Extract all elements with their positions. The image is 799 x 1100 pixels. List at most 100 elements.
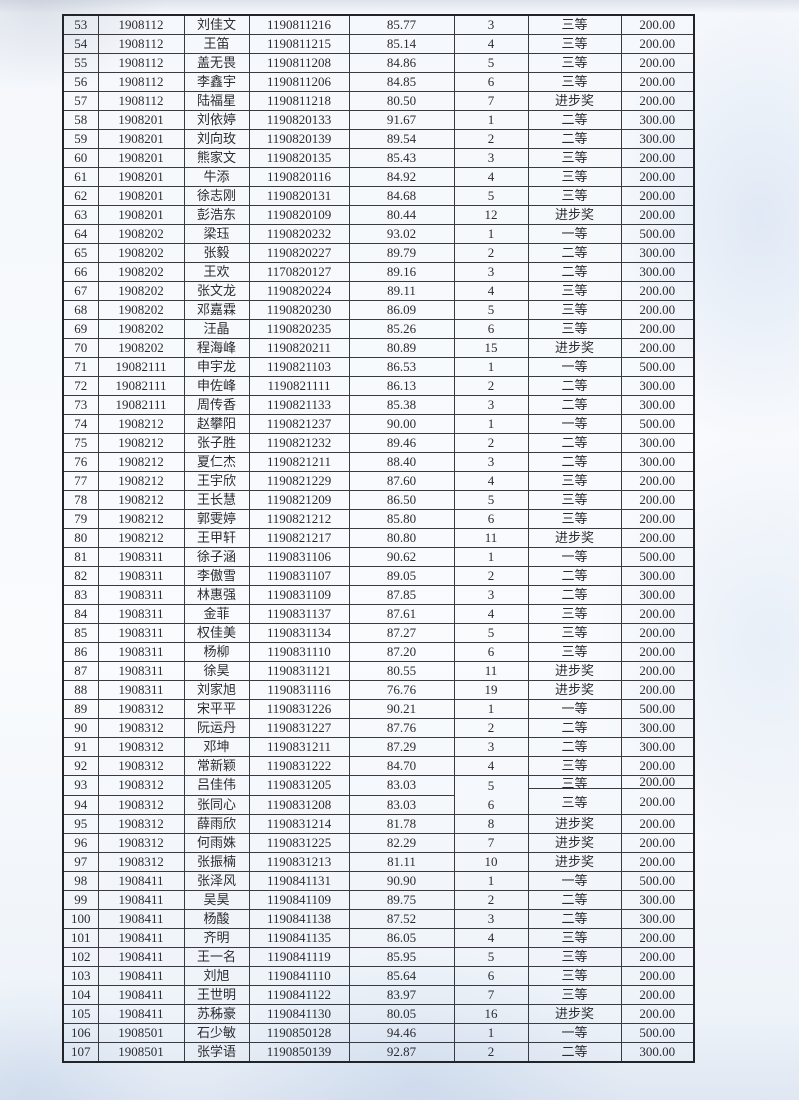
cell-award: 一等 bbox=[527, 357, 622, 377]
cell-amount: 200.00 bbox=[620, 167, 695, 187]
table-row: 107 1908501 张学语 1190850139 92.87 2 二等 300.00 bbox=[62, 1042, 695, 1063]
table-row: 74 1908212 赵攀阳 1190821237 90.00 1 一等 500.00 bbox=[62, 414, 695, 434]
cell-rank: 6 bbox=[453, 319, 529, 339]
award-results-table-body: 53 1908112 刘佳文 1190811216 85.77 3 三等 200.00 54 19… bbox=[62, 14, 695, 1063]
cell-class: 1908311 bbox=[97, 661, 185, 681]
cell-rank: 5 bbox=[487, 777, 495, 793]
table-row: 63 1908201 彭浩东 1190820109 80.44 12 进步奖 200.00 bbox=[62, 205, 695, 225]
cell-student-id: 1190821209 bbox=[248, 490, 350, 510]
cell-student-id: 1190821111 bbox=[248, 376, 350, 396]
table-row: 104 1908411 王世明 1190841122 83.97 7 三等 200.00 bbox=[62, 985, 695, 1005]
cell-score: 86.13 bbox=[348, 376, 455, 396]
cell-award: 二等 bbox=[527, 129, 622, 149]
cell-rank: 5 bbox=[453, 947, 529, 967]
cell-amount: 300.00 bbox=[620, 376, 695, 396]
cell-seq: 104 bbox=[62, 985, 99, 1005]
cell-award: 二等 bbox=[527, 110, 622, 130]
cell-student-id: 1190821103 bbox=[248, 357, 350, 377]
cell-student-id: 1190811216 bbox=[248, 14, 350, 35]
table-row: 65 1908202 张毅 1190820227 89.79 2 二等 300.00 bbox=[62, 243, 695, 263]
cell-score: 85.43 bbox=[348, 148, 455, 168]
cell-rank: 6 bbox=[453, 72, 529, 92]
table-row: 59 1908201 刘向玫 1190820139 89.54 2 二等 300.00 bbox=[62, 129, 695, 149]
table-row: 78 1908212 王长慧 1190821209 86.50 5 三等 200.00 bbox=[62, 490, 695, 510]
cell-rank: 2 bbox=[453, 376, 529, 396]
cell-score: 90.00 bbox=[348, 414, 455, 434]
cell-award: 进步奖 bbox=[527, 814, 622, 834]
table-row: 61 1908201 牛添 1190820116 84.92 4 三等 200.00 bbox=[62, 167, 695, 187]
cell-name: 彭浩东 bbox=[183, 205, 250, 225]
cell-student-id: 1190831208 bbox=[248, 794, 350, 815]
cell-amount: 200.00 bbox=[620, 642, 695, 662]
table-row: 72 19082111 申佐峰 1190821111 86.13 2 二等 300.00 bbox=[62, 376, 695, 396]
cell-amount: 200.00 bbox=[620, 528, 695, 548]
cell-student-id: 1190831110 bbox=[248, 642, 350, 662]
cell-student-id: 1190831213 bbox=[248, 852, 350, 872]
cell-student-id: 1190820224 bbox=[248, 281, 350, 301]
cell-score: 92.87 bbox=[348, 1042, 455, 1063]
cell-class: 1908112 bbox=[97, 53, 185, 73]
cell-class: 1908112 bbox=[97, 34, 185, 54]
cell-rank: 2 bbox=[453, 566, 529, 586]
cell-name: 刘佳文 bbox=[183, 14, 250, 35]
cell-rank: 4 bbox=[453, 604, 529, 624]
cell-amount: 300.00 bbox=[620, 585, 695, 605]
cell-name: 杨酸 bbox=[183, 909, 250, 929]
cell-amount: 200.00 bbox=[620, 509, 695, 529]
cell-seq: 103 bbox=[62, 966, 99, 986]
cell-seq: 67 bbox=[62, 281, 99, 301]
cell-award: 三等 bbox=[527, 300, 622, 320]
cell-amount: 500.00 bbox=[620, 871, 695, 891]
cell-class: 1908201 bbox=[97, 205, 185, 225]
table-row: 90 1908312 阮运丹 1190831227 87.76 2 二等 300.00 bbox=[62, 718, 695, 738]
cell-award: 三等 bbox=[527, 281, 622, 301]
table-row: 80 1908212 王甲轩 1190821217 80.80 11 进步奖 200.00 bbox=[62, 528, 695, 548]
cell-award: 二等 bbox=[527, 452, 622, 472]
cell-score: 80.55 bbox=[348, 661, 455, 681]
cell-amount: 200.00 200.00 bbox=[620, 775, 695, 815]
cell-seq: 66 bbox=[62, 262, 99, 282]
cell-class: 1908312 bbox=[97, 737, 185, 757]
cell-amount: 300.00 bbox=[620, 890, 695, 910]
cell-amount: 200.00 bbox=[620, 928, 695, 948]
cell-name: 王长慧 bbox=[183, 490, 250, 510]
cell-name: 张毅 bbox=[183, 243, 250, 263]
cell-rank: 4 bbox=[453, 756, 529, 776]
cell-student-id: 1190820211 bbox=[248, 338, 350, 358]
cell-name: 宋平平 bbox=[183, 699, 250, 719]
cell-seq: 63 bbox=[62, 205, 99, 225]
cell-seq: 83 bbox=[62, 585, 99, 605]
cell-award: 一等 bbox=[527, 699, 622, 719]
cell-student-id: 1190820230 bbox=[248, 300, 350, 320]
cell-class: 1908311 bbox=[97, 585, 185, 605]
cell-score: 87.20 bbox=[348, 642, 455, 662]
cell-seq: 64 bbox=[62, 224, 99, 244]
cell-score: 83.97 bbox=[348, 985, 455, 1005]
table-row: 86 1908311 杨柳 1190831110 87.20 6 三等 200.00 bbox=[62, 642, 695, 662]
cell-award: 三等 bbox=[561, 795, 588, 810]
table-row: 70 1908202 程海峰 1190820211 80.89 15 进步奖 200.00 bbox=[62, 338, 695, 358]
cell-seq: 81 bbox=[62, 547, 99, 567]
cell-award: 三等 bbox=[527, 471, 622, 491]
cell-seq: 54 bbox=[62, 34, 99, 54]
cell-name: 王一名 bbox=[183, 947, 250, 967]
cell-student-id: 1190841119 bbox=[248, 947, 350, 967]
cell-award: 二等 bbox=[527, 243, 622, 263]
cell-score: 85.14 bbox=[348, 34, 455, 54]
cell-amount: 300.00 bbox=[620, 452, 695, 472]
cell-name: 张文龙 bbox=[183, 281, 250, 301]
cell-award: 一等 bbox=[527, 871, 622, 891]
cell-amount: 200.00 bbox=[639, 793, 676, 809]
cell-amount: 500.00 bbox=[620, 357, 695, 377]
cell-class: 1908202 bbox=[97, 262, 185, 282]
cell-rank: 3 bbox=[453, 909, 529, 929]
cell-score: 83.03 bbox=[348, 794, 455, 815]
cell-rank: 6 bbox=[453, 509, 529, 529]
cell-score: 89.54 bbox=[348, 129, 455, 149]
table-row: 75 1908212 张子胜 1190821232 89.46 2 二等 300.00 bbox=[62, 433, 695, 453]
cell-amount: 200.00 bbox=[620, 72, 695, 92]
cell-award: 进步奖 bbox=[527, 528, 622, 548]
table-row: 99 1908411 吴昊 1190841109 89.75 2 二等 300.00 bbox=[62, 890, 695, 910]
cell-seq: 106 bbox=[62, 1023, 99, 1043]
cell-amount: 200.00 bbox=[620, 947, 695, 967]
